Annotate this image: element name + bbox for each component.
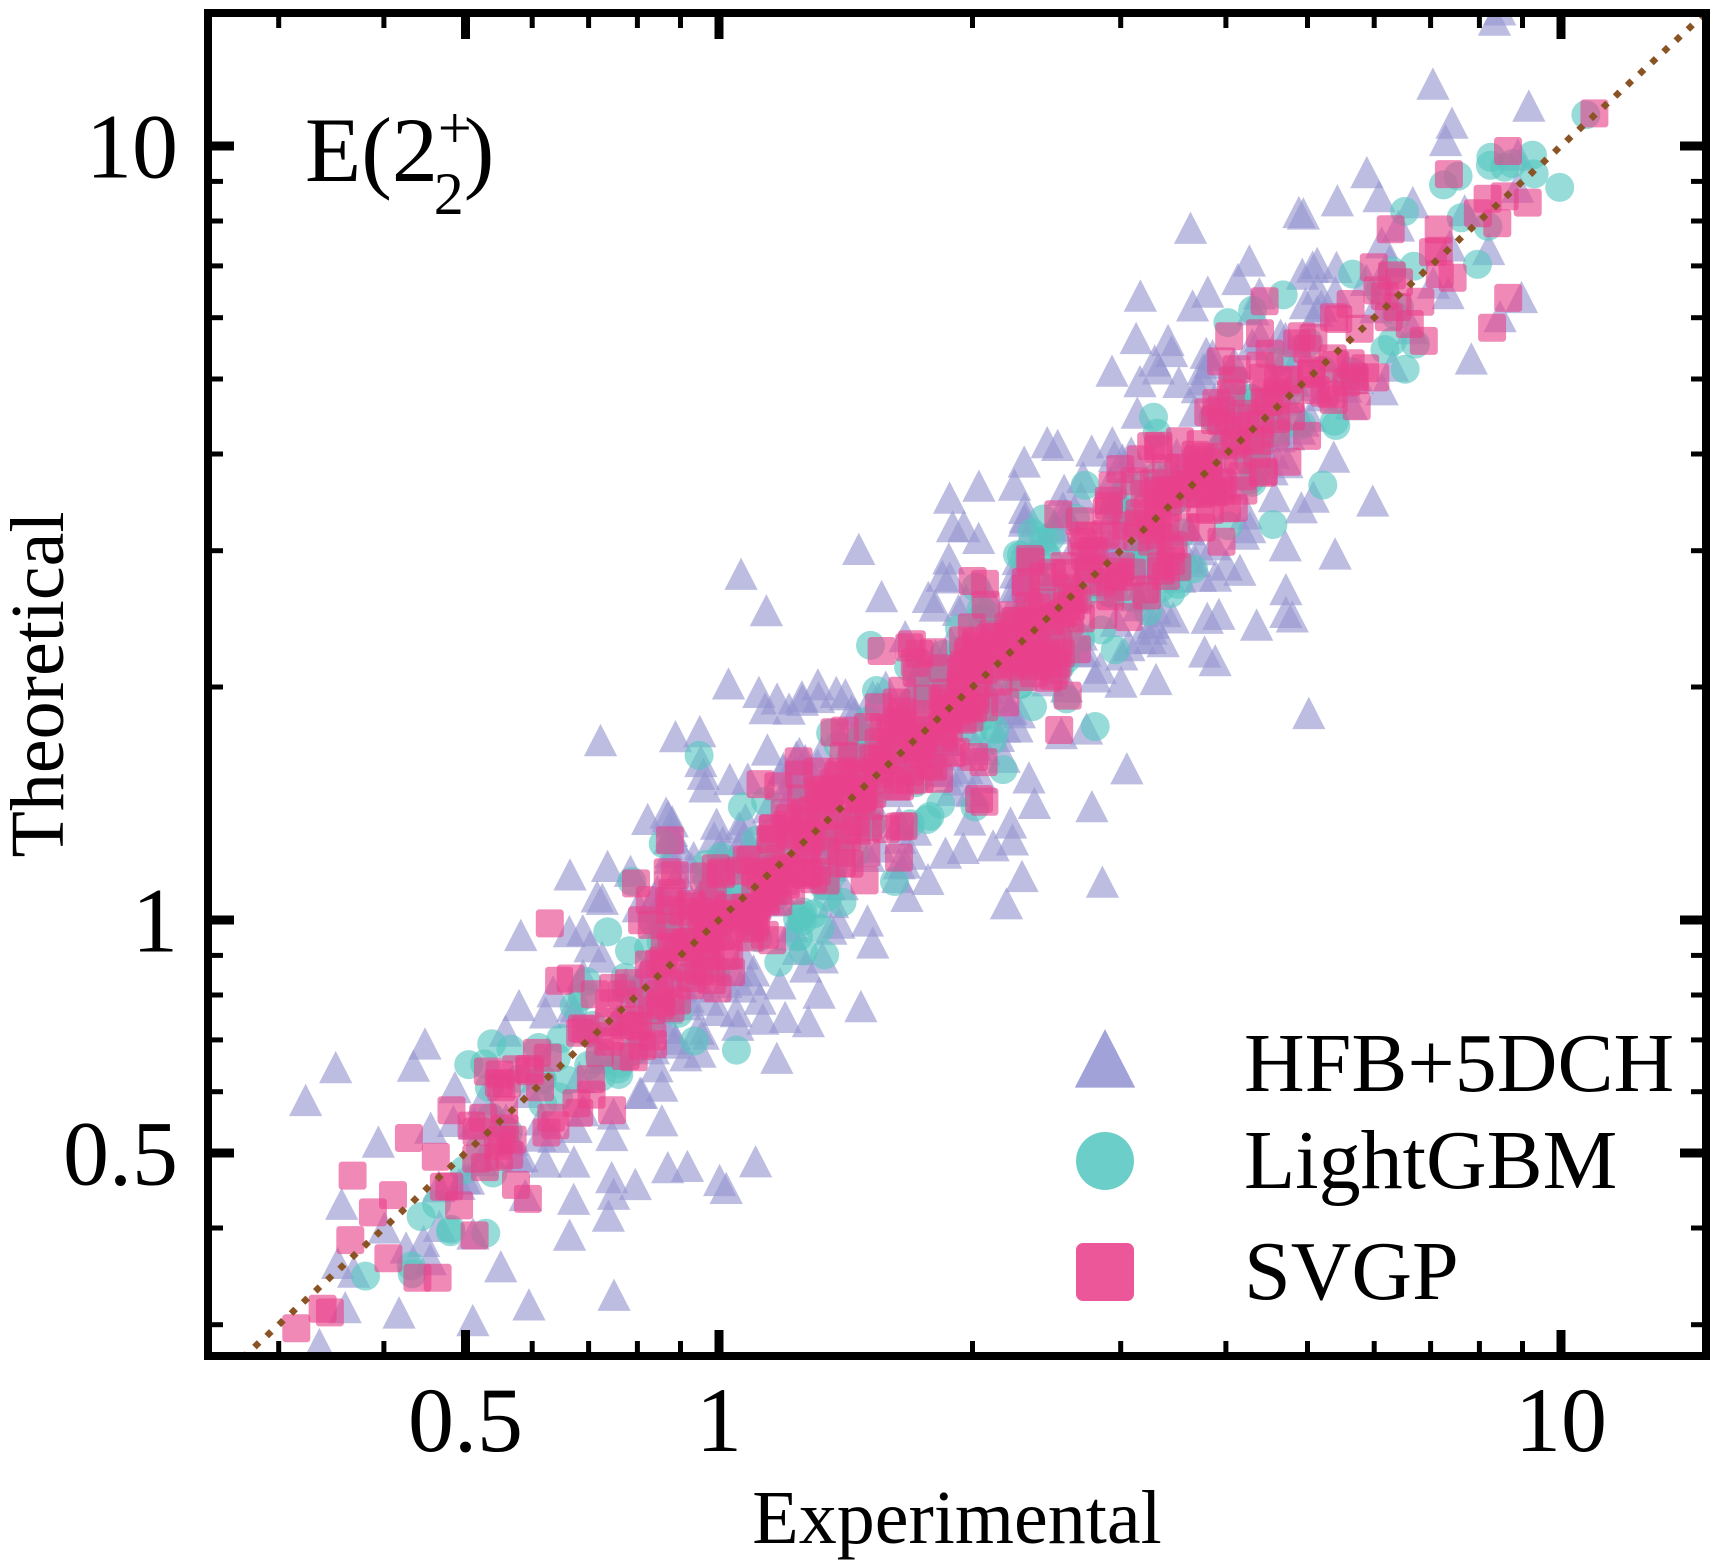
svg-text:1: 1 [132, 869, 178, 971]
svg-text:SVGP: SVGP [1244, 1225, 1459, 1318]
svg-text:0.5: 0.5 [63, 1102, 178, 1204]
svg-text:1: 1 [696, 1369, 742, 1471]
svg-text:Experimental: Experimental [752, 1476, 1161, 1560]
svg-text:LightGBM: LightGBM [1244, 1114, 1617, 1207]
svg-text:10: 10 [1515, 1369, 1607, 1471]
svg-text:0.5: 0.5 [408, 1369, 523, 1471]
svg-text:Theoretical: Theoretical [0, 511, 80, 857]
svg-text:HFB+5DCH: HFB+5DCH [1244, 1017, 1674, 1110]
svg-text:10: 10 [86, 95, 178, 197]
